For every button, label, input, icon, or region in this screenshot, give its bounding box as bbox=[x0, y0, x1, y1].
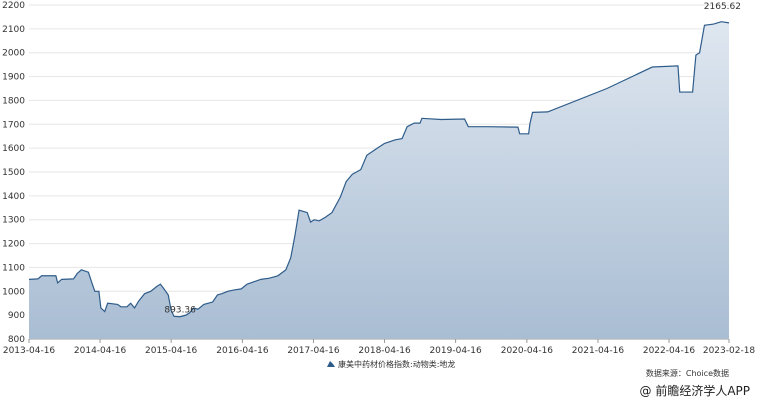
y-tick-label: 900 bbox=[8, 311, 25, 321]
y-tick-label: 1800 bbox=[2, 96, 25, 106]
y-tick-label: 1400 bbox=[2, 192, 25, 202]
y-tick-label: 2100 bbox=[2, 25, 25, 35]
legend-area-icon bbox=[327, 361, 335, 367]
y-axis: 800 900 1000 1100 1200 1300 1400 1500 1600 1700 18… bbox=[2, 1, 25, 345]
series-area bbox=[29, 21, 729, 339]
series-line bbox=[28, 21, 730, 318]
x-tick-label: 2022-04-16 bbox=[643, 346, 696, 356]
x-axis: 2013-04-16 2014-04-16 2015-04-16 2016-04-16… bbox=[3, 338, 756, 356]
y-tick-label: 2000 bbox=[2, 49, 25, 59]
legend: 康美中药材价格指数:动物类:地龙 bbox=[327, 359, 455, 369]
min-value-annotation: 893.36 bbox=[164, 306, 196, 316]
y-tick-label: 1900 bbox=[2, 73, 25, 83]
max-value-annotation: 2165.62 bbox=[704, 2, 741, 12]
x-tick-label: 2020-04-16 bbox=[501, 346, 554, 356]
x-tick-label: 2016-04-16 bbox=[216, 346, 269, 356]
x-tick-label: 2015-04-16 bbox=[145, 346, 198, 356]
x-tick-label: 2018-04-16 bbox=[358, 346, 411, 356]
y-tick-label: 2200 bbox=[2, 1, 25, 11]
data-source: 数据来源：Choice数据 bbox=[646, 368, 729, 378]
y-tick-label: 800 bbox=[8, 335, 25, 345]
y-tick-label: 1500 bbox=[2, 168, 25, 178]
y-tick-label: 1200 bbox=[2, 240, 25, 250]
y-tick-label: 1700 bbox=[2, 120, 25, 130]
x-tick-label: 2019-04-16 bbox=[429, 346, 482, 356]
x-tick-label: 2013-04-16 bbox=[3, 346, 56, 356]
x-tick-label: 2017-04-16 bbox=[287, 346, 340, 356]
y-tick-label: 1600 bbox=[2, 144, 25, 154]
watermark: @ 前瞻经济学人APP bbox=[639, 384, 751, 398]
legend-label: 康美中药材价格指数:动物类:地龙 bbox=[338, 359, 455, 369]
x-tick-label: 2023-02-18 bbox=[703, 346, 756, 356]
y-tick-label: 1100 bbox=[2, 263, 25, 273]
x-tick-label: 2014-04-16 bbox=[74, 346, 127, 356]
y-tick-label: 1000 bbox=[2, 287, 25, 297]
y-tick-label: 1300 bbox=[2, 216, 25, 226]
x-tick-label: 2021-04-16 bbox=[572, 346, 625, 356]
